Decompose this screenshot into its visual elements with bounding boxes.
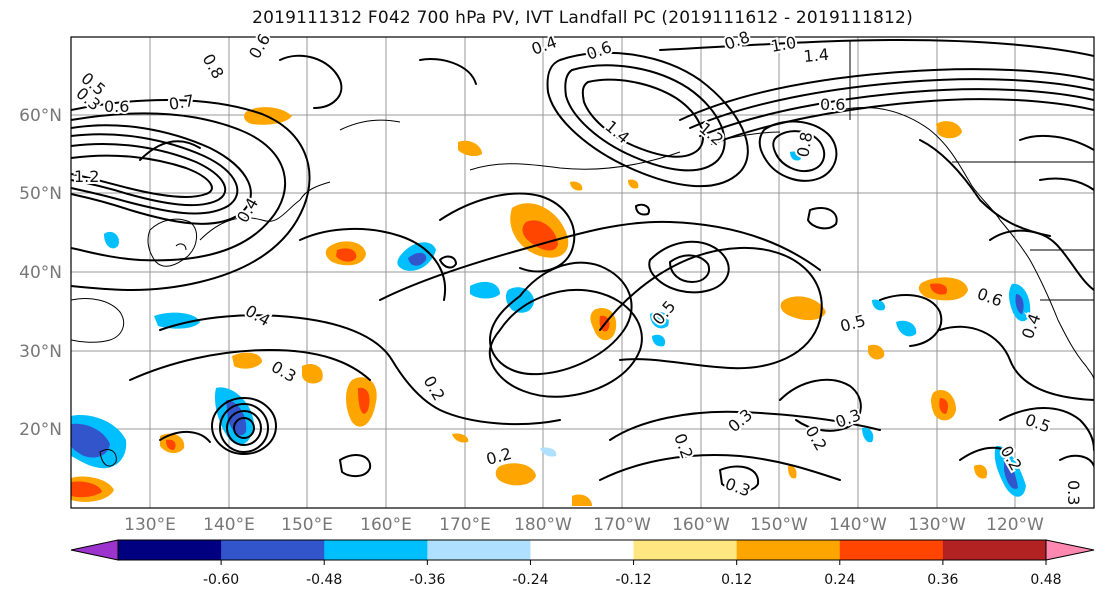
lat-label: 20°N	[19, 420, 62, 440]
latitude-labels: 60°N 50°N 40°N 30°N 20°N	[19, 106, 62, 440]
colorbar-swatch	[530, 540, 635, 560]
lon-label: 140°E	[203, 515, 255, 535]
lat-label: 60°N	[19, 106, 62, 126]
colorbar-swatch	[118, 540, 222, 560]
colorbar-tick-label: 0.12	[721, 572, 752, 588]
colorbar-swatch	[942, 540, 1047, 560]
colorbar-swatch	[633, 540, 738, 560]
colorbar-tick-label: -0.60	[203, 572, 239, 588]
contour-label: 0.7	[167, 91, 195, 114]
graticule	[71, 37, 1094, 508]
colorbar-swatch	[736, 540, 841, 560]
colorbar-left-arrow	[70, 539, 119, 561]
lon-label: 170°W	[593, 515, 651, 535]
contour-label: 0.6	[820, 95, 845, 114]
pv-contours	[71, 39, 1094, 492]
lon-label: 160°E	[360, 515, 412, 535]
colorbar-swatch	[221, 540, 325, 560]
map-contents	[71, 37, 1094, 508]
lon-label: 150°E	[281, 515, 333, 535]
lon-label: 170°E	[439, 515, 491, 535]
colorbar-tick-label: -0.12	[615, 572, 651, 588]
colorbar-swatch	[427, 540, 531, 560]
colorbar-tick-label: -0.48	[306, 572, 342, 588]
lon-label: 160°W	[672, 515, 730, 535]
lat-label: 50°N	[19, 184, 62, 204]
colorbar-tick-label: 0.48	[1030, 572, 1061, 588]
colorbar-tick-label: -0.24	[512, 572, 548, 588]
negative-anomaly	[71, 151, 1031, 497]
map-title: 2019111312 F042 700 hPa PV, IVT Landfall…	[252, 8, 913, 28]
contour-label: 0.6	[104, 97, 129, 116]
lat-label: 30°N	[19, 342, 62, 362]
colorbar: -0.60 -0.48 -0.36 -0.24 -0.12 0.12 0.24 0.36 0.4…	[70, 539, 1095, 588]
contour-label: 0.3	[1064, 480, 1083, 505]
longitude-labels: 130°E 140°E 150°E 160°E 170°E 180°W 170°…	[124, 515, 1044, 535]
lon-label: 140°W	[829, 515, 887, 535]
lon-label: 130°E	[124, 515, 176, 535]
map-frame	[70, 36, 1095, 509]
colorbar-right-arrow	[1045, 539, 1095, 561]
contour-label: 1.0	[769, 33, 797, 56]
colorbar-frame	[117, 539, 1047, 561]
lon-label: 180°W	[514, 515, 572, 535]
lon-label: 130°W	[908, 515, 966, 535]
positive-anomaly	[71, 107, 988, 506]
colorbar-tick-label: 0.24	[824, 572, 855, 588]
ivt-shading	[71, 107, 1031, 506]
contour-label: 1.4	[803, 45, 830, 66]
coastlines	[71, 40, 1094, 467]
lon-label: 120°W	[986, 515, 1044, 535]
lat-label: 40°N	[19, 263, 62, 283]
colorbar-tick-label: 0.36	[927, 572, 958, 588]
colorbar-swatch	[324, 540, 428, 560]
contour-label: 1.2	[74, 167, 99, 186]
colorbar-swatch	[839, 540, 944, 560]
colorbar-tick-label: -0.36	[409, 572, 445, 588]
lon-label: 150°W	[750, 515, 808, 535]
